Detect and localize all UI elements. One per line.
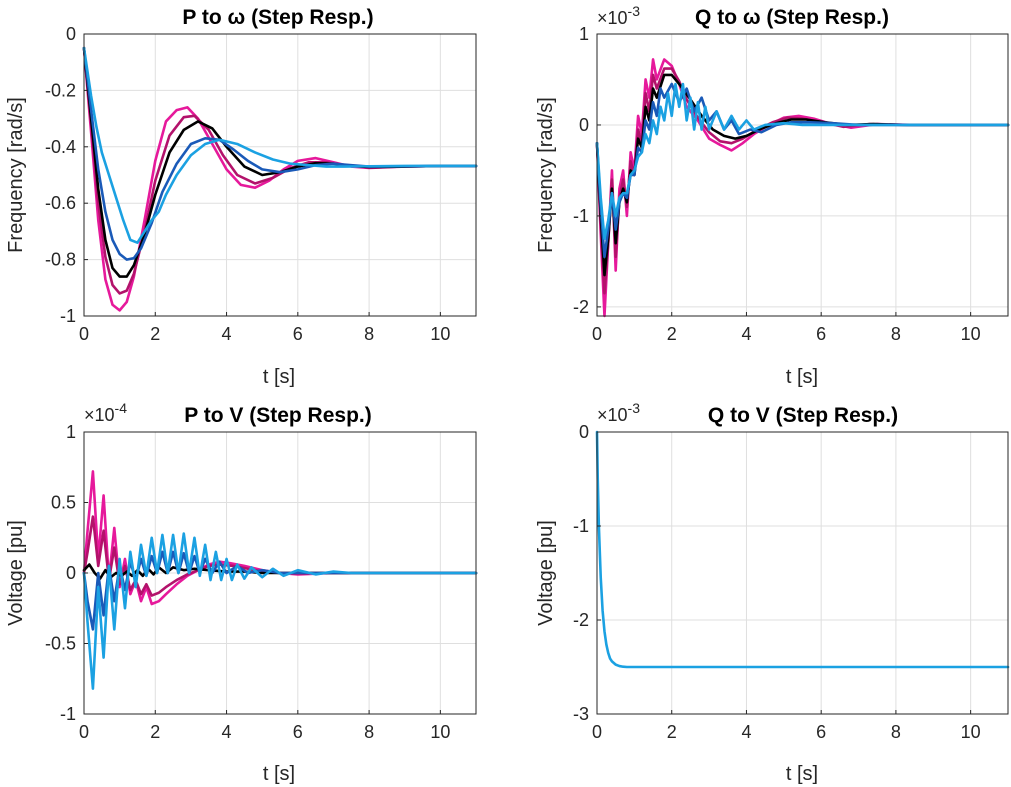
x-tick-label: 6 [293,722,303,742]
x-tick-label: 4 [741,722,751,742]
series-line-1 [595,430,1010,669]
x-tick-label: 10 [961,722,981,742]
x-tick-label: 10 [430,722,450,742]
axes-box [596,431,1009,715]
series-line-5 [595,82,1010,240]
y-tick-label: 0 [66,24,76,44]
x-tick-label: 10 [430,324,450,344]
x-tick-label: 2 [667,324,677,344]
x-tick-label: 6 [816,722,826,742]
x-tick-label: 8 [364,324,374,344]
x-tick-label: 8 [891,324,901,344]
exponent-label-q-to-v: ×10-3 [597,400,640,425]
x-tick-label: 0 [592,722,602,742]
y-axis-label-q-to-v: Voltage [pu] [535,520,557,626]
y-tick-label: 0 [66,563,76,583]
chart-title-p-to-v: P to V (Step Resp.) [184,404,371,427]
y-tick-label: -1 [60,306,76,326]
y-tick-label: 1 [579,24,589,44]
y-tick-label: 0.5 [51,493,76,513]
x-tick-label: 8 [891,722,901,742]
x-tick-label: 4 [741,324,751,344]
y-tick-label: -0.2 [45,80,76,100]
x-tick-label: 0 [79,722,89,742]
series-line-5 [82,532,478,690]
plot-area-p-to-omega: 0 2 4 6 8 10 0 -0.2 -0.4 -0.6 -0.8 -1 [45,24,478,344]
x-tick-label: 8 [364,722,374,742]
x-tick-label: 6 [293,324,303,344]
y-tick-label: 0 [579,422,589,442]
x-tick-label: 0 [79,324,89,344]
series-line-1 [595,58,1010,318]
chart-title-p-to-omega: P to ω (Step Resp.) [182,6,373,29]
plot-area-p-to-v: 0 2 4 6 8 10 1 0.5 0 -0.5 -1 [45,422,478,742]
y-tick-label: -2 [573,610,589,630]
y-tick-label: -1 [573,206,589,226]
plot-area-q-to-v: 0 2 4 6 8 10 0 -1 -2 -3 [573,422,1010,742]
y-tick-label: -2 [573,297,589,317]
panel-p-to-v: 0 2 4 6 8 10 1 0.5 0 -0.5 -1 ×10-4 P to V (Step Re… [5,400,478,785]
x-tick-label: 10 [961,324,981,344]
y-axis-label-p-to-omega: Frequency [rad/s] [5,97,27,253]
x-tick-label: 2 [150,722,160,742]
x-axis-label-p-to-omega: t [s] [263,366,295,388]
y-tick-label: -1 [60,704,76,724]
panel-q-to-v: 0 2 4 6 8 10 0 -1 -2 -3 ×10-3 Q to V (Step Resp.)… [535,400,1010,785]
exponent-label-q-to-omega: ×10-3 [597,3,640,28]
y-tick-label: 1 [66,422,76,442]
y-tick-label: -1 [573,516,589,536]
x-tick-label: 4 [222,722,232,742]
y-tick-label: -0.6 [45,193,76,213]
y-tick-label: 0 [579,115,589,135]
x-tick-label: 2 [150,324,160,344]
series-line-5 [82,46,478,244]
chart-title-q-to-v: Q to V (Step Resp.) [708,404,898,427]
exponent-label-p-to-v: ×10-4 [84,400,127,425]
x-tick-label: 6 [816,324,826,344]
chart-title-q-to-omega: Q to ω (Step Resp.) [695,6,889,29]
axes-box [596,33,1009,317]
y-axis-label-q-to-omega: Frequency [rad/s] [535,97,557,253]
x-axis-label-q-to-omega: t [s] [786,366,818,388]
y-tick-label: -0.8 [45,250,76,270]
y-tick-label: -0.5 [45,634,76,654]
y-tick-label: -0.4 [45,137,76,157]
axes-box [83,33,477,317]
x-tick-label: 0 [592,324,602,344]
panel-p-to-omega: 0 2 4 6 8 10 0 -0.2 -0.4 -0.6 -0.8 -1 P to ω (Step … [5,6,478,388]
x-tick-label: 4 [222,324,232,344]
y-tick-label: -3 [573,704,589,724]
x-axis-label-p-to-v: t [s] [263,763,295,785]
x-axis-label-q-to-v: t [s] [786,763,818,785]
x-tick-label: 2 [667,722,677,742]
y-axis-label-p-to-v: Voltage [pu] [5,520,27,626]
series-line-4 [82,46,478,261]
